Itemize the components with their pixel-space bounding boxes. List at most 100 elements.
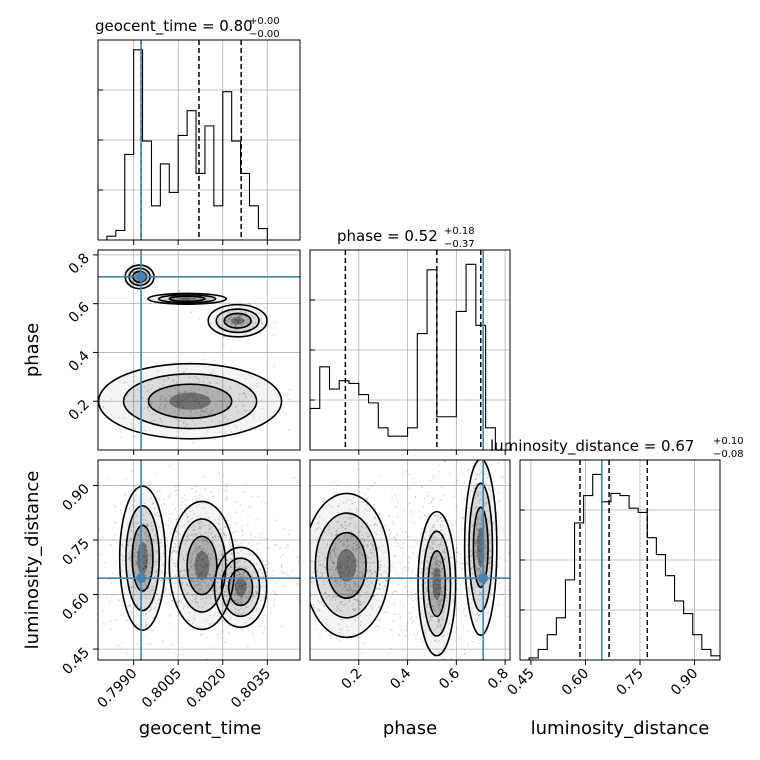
sample-point	[319, 527, 322, 530]
sample-point	[478, 614, 481, 617]
sample-point	[86, 421, 88, 423]
sample-point	[175, 530, 178, 532]
sample-point	[156, 512, 159, 514]
sample-point	[256, 592, 258, 594]
sample-point	[219, 400, 222, 402]
sample-point	[507, 589, 510, 592]
sample-point	[375, 587, 378, 590]
sample-point	[326, 544, 328, 547]
sample-point	[125, 619, 128, 622]
sample-point	[415, 638, 417, 641]
sample-point	[138, 534, 141, 537]
sample-point	[492, 544, 495, 546]
contour-line-1	[177, 518, 227, 613]
sample-point	[199, 633, 202, 636]
sample-point	[133, 526, 136, 528]
sample-point	[463, 564, 466, 566]
sample-point	[152, 629, 154, 632]
sample-point	[142, 518, 145, 521]
sample-point	[241, 595, 244, 598]
density-level-3	[432, 567, 442, 600]
sample-point	[462, 508, 464, 510]
sample-point	[123, 270, 126, 272]
sample-point	[170, 386, 172, 389]
sample-point	[176, 581, 179, 584]
sample-point	[202, 597, 204, 600]
sample-point	[214, 438, 217, 441]
sample-point	[174, 542, 176, 545]
sample-point	[159, 526, 161, 529]
sample-point	[313, 606, 316, 609]
sample-point	[175, 518, 178, 521]
sample-point	[267, 416, 270, 418]
sample-point	[145, 585, 147, 587]
sample-point	[194, 532, 196, 535]
sample-point	[454, 594, 457, 596]
sample-point	[379, 584, 381, 586]
sample-point	[208, 563, 211, 565]
sample-point	[245, 316, 248, 318]
sample-point	[194, 562, 197, 564]
sample-point	[218, 536, 220, 538]
sample-point	[138, 558, 141, 561]
sample-point	[483, 570, 486, 573]
density-level-3	[137, 541, 148, 575]
sample-point	[183, 605, 186, 608]
sample-point	[442, 544, 444, 546]
sample-point	[168, 589, 171, 591]
sample-point	[322, 580, 325, 583]
sample-point	[186, 584, 189, 587]
sample-point	[312, 604, 315, 607]
sample-point	[151, 588, 153, 591]
sample-point	[143, 385, 146, 388]
sample-point	[313, 530, 316, 533]
sample-point	[150, 643, 152, 646]
sample-point	[197, 521, 200, 524]
sample-point	[178, 403, 180, 406]
sample-point	[146, 584, 148, 586]
sample-point	[192, 535, 195, 538]
sample-point	[330, 532, 332, 534]
sample-point	[149, 571, 152, 573]
histogram-geocent-time-steps	[98, 49, 295, 241]
sample-point	[498, 556, 501, 558]
sample-point	[383, 551, 385, 554]
sample-point	[331, 534, 333, 537]
sample-point	[230, 566, 233, 569]
sample-point	[164, 400, 167, 402]
sample-point	[180, 525, 183, 528]
x-tick-label-phase-2: 0.6	[436, 665, 463, 692]
sample-point	[177, 546, 180, 549]
sample-point	[194, 424, 197, 427]
sample-point	[241, 573, 244, 576]
sample-point	[479, 534, 482, 537]
sample-point	[193, 528, 196, 531]
sample-point	[174, 546, 177, 548]
sample-point	[212, 539, 215, 542]
sample-point	[144, 532, 146, 535]
sample-point	[424, 592, 426, 594]
sample-point	[230, 545, 232, 548]
sample-point	[237, 328, 240, 331]
x-tick-label-luminosity-distance-2: 0.75	[613, 666, 646, 699]
sample-point	[265, 502, 268, 505]
sample-point	[143, 635, 146, 638]
sample-point	[196, 573, 198, 576]
sample-point	[149, 562, 152, 565]
sample-point	[192, 568, 195, 571]
sample-point	[218, 554, 221, 557]
sample-point	[161, 640, 164, 643]
sample-point	[203, 421, 206, 424]
sample-point	[137, 564, 140, 566]
sample-point	[424, 621, 427, 624]
sample-point	[196, 568, 199, 571]
sample-point	[273, 599, 276, 601]
sample-point	[195, 584, 198, 587]
sample-point	[160, 420, 163, 423]
y-tick-label-phase-2: 0.6	[66, 299, 93, 326]
sample-point	[193, 551, 196, 553]
sample-point	[210, 491, 213, 493]
sample-point	[338, 563, 340, 566]
sample-point	[148, 483, 151, 486]
sample-point	[200, 580, 203, 583]
